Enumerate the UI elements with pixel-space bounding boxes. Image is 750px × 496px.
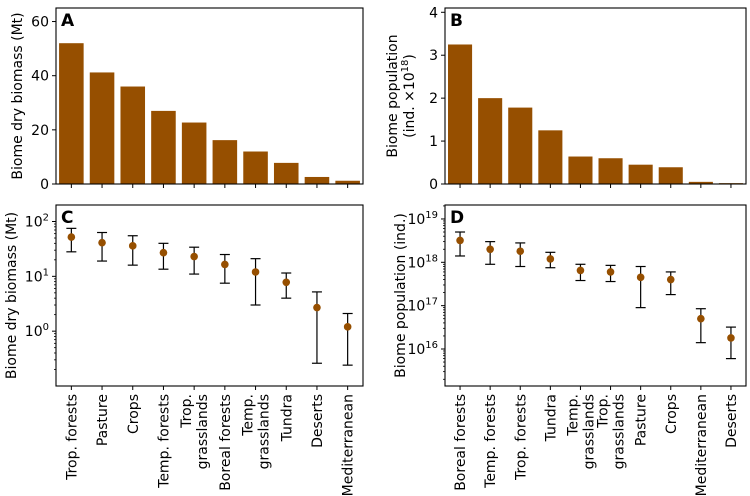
bar	[273, 162, 299, 184]
x-tick-label: Temp.	[241, 394, 257, 437]
data-point	[313, 303, 321, 312]
x-tick-label: Temp. forests	[483, 394, 499, 489]
data-point	[67, 233, 76, 241]
y-tick-label: 1016	[407, 340, 438, 358]
data-point	[606, 268, 615, 276]
x-tick-label: Crops	[664, 394, 680, 434]
data-point	[546, 255, 555, 263]
y-tick-label: 102	[25, 213, 49, 231]
y-axis-label: Biome population	[385, 34, 401, 157]
x-tick-label: Trop. forests	[64, 394, 80, 481]
x-tick-label: Crops	[126, 394, 142, 434]
x-tick-label: Pasture	[634, 394, 650, 446]
x-tick-label: Temp.	[565, 394, 581, 437]
panel-a: 0 20 40 60 A Biome dry biomass (Mt)	[10, 7, 364, 193]
bar	[598, 158, 623, 184]
axes-frame	[444, 204, 747, 387]
bar	[508, 107, 533, 184]
panel-b: 0 1 2 3 4 B Biome population (ind. ×1018)	[385, 5, 747, 193]
panel-letter: B	[450, 11, 463, 31]
bar	[658, 167, 683, 184]
y-axis-label: Biome population (ind.)	[393, 213, 409, 378]
y-tick-label: 1017	[407, 297, 438, 315]
bar	[212, 140, 238, 184]
data-point	[516, 247, 525, 256]
y-tick-label: 2	[429, 91, 438, 107]
y-tick-label: 1019	[407, 210, 438, 228]
bar	[151, 110, 176, 184]
y-tick-label: 60	[31, 15, 49, 31]
y-tick-label: 1018	[407, 253, 438, 271]
y-axis-label: Biome dry biomass (Mt)	[4, 212, 20, 379]
bar	[89, 72, 115, 184]
data-point	[251, 268, 260, 276]
x-tick-label: Pasture	[95, 394, 111, 446]
data-point	[576, 266, 585, 275]
y-tick-label: 3	[429, 48, 438, 64]
x-tick-label: grasslands	[612, 394, 628, 469]
bar	[568, 156, 593, 184]
x-tick-label: Trop.	[596, 394, 612, 429]
x-tick-label: grasslands	[257, 394, 273, 469]
x-tick-label: Tundra	[279, 394, 295, 442]
data-point	[486, 245, 494, 254]
bar	[304, 176, 330, 184]
panel-letter: C	[61, 208, 73, 228]
data-point	[128, 242, 137, 250]
y-tick-label: 0	[429, 177, 438, 193]
data-point	[343, 323, 352, 331]
axes-frame	[55, 204, 364, 387]
bar	[335, 180, 360, 184]
axes-frame	[444, 7, 747, 185]
bar	[181, 122, 207, 184]
x-tick-label: grasslands	[581, 394, 597, 469]
bar	[478, 98, 503, 184]
bar	[120, 86, 146, 184]
bar	[628, 164, 653, 184]
x-tick-label: Boreal forests	[453, 394, 469, 491]
data-point	[190, 252, 198, 261]
data-point	[98, 238, 106, 247]
bar	[538, 130, 563, 184]
x-tick-label: Boreal forests	[218, 394, 234, 491]
y-tick-label: 0	[40, 177, 49, 193]
y-tick-label: 20	[31, 123, 49, 139]
bar	[59, 43, 84, 185]
y-tick-label: 4	[429, 5, 438, 21]
axes-frame	[55, 7, 364, 185]
y-tick-label: 101	[25, 267, 49, 285]
bar	[688, 181, 713, 184]
data-point	[456, 236, 464, 245]
x-tick-label: grasslands	[195, 394, 211, 469]
data-point	[636, 273, 645, 282]
data-point	[666, 275, 675, 284]
x-tick-label: Deserts	[310, 394, 326, 448]
y-axis-label-units: (ind. ×1018)	[400, 54, 418, 138]
panel-c: 100 101 102 C Biome dry biomass (Mt) Trop. fo…	[4, 204, 364, 496]
data-point	[282, 278, 291, 287]
x-tick-label: Mediterranean	[341, 394, 357, 496]
x-tick-label: Trop.	[179, 394, 195, 429]
y-tick-label: 100	[25, 322, 49, 340]
bar	[448, 44, 473, 184]
y-axis-label: Biome dry biomass (Mt)	[10, 12, 26, 179]
x-tick-label: Tundra	[543, 394, 559, 442]
y-tick-label: 40	[31, 69, 49, 85]
panel-letter: D	[450, 208, 464, 228]
x-tick-label: Temp. forests	[156, 394, 172, 489]
x-tick-label: Deserts	[724, 394, 740, 448]
x-tick-label: Mediterranean	[694, 394, 710, 496]
data-point	[221, 260, 229, 269]
data-point	[159, 248, 168, 257]
x-tick-label: Trop. forests	[513, 394, 529, 481]
y-tick-label: 1	[429, 134, 438, 150]
data-point	[697, 314, 705, 323]
bar	[243, 151, 268, 184]
data-point	[727, 334, 735, 342]
panel-d: 1016 1017 1018 1019 D Biome population (ind.)…	[393, 204, 747, 496]
panel-letter: A	[61, 11, 75, 31]
